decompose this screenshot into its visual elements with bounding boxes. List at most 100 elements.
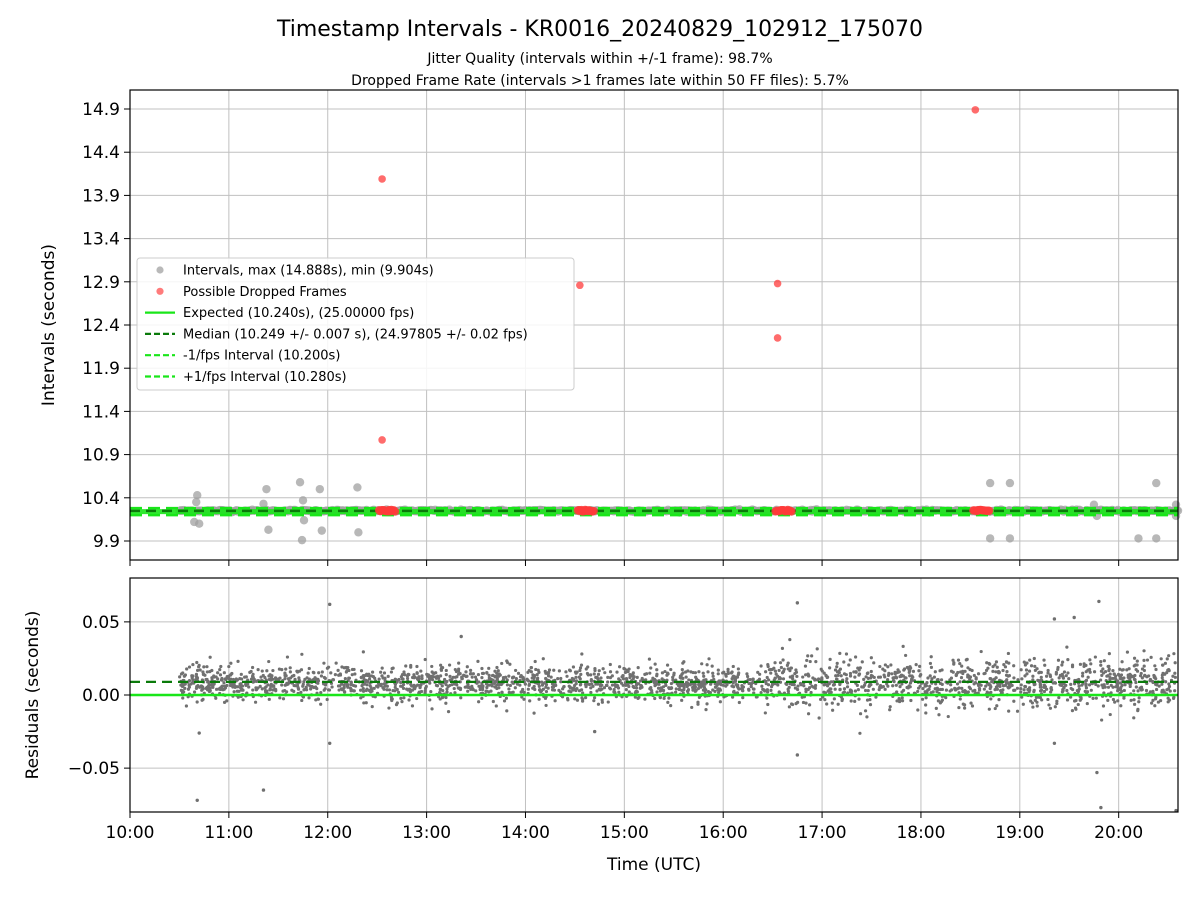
- residual-band-point: [334, 661, 338, 665]
- residual-band-point: [534, 667, 538, 672]
- residual-band-point: [239, 672, 243, 676]
- residual-band-point: [1165, 657, 1169, 661]
- residual-band-point: [430, 664, 434, 669]
- residual-band-point: [445, 690, 449, 694]
- residual-band-point: [946, 714, 950, 719]
- residual-band-point: [716, 688, 720, 692]
- residual-band-point: [522, 690, 526, 694]
- residual-band-point: [389, 670, 394, 674]
- residual-band-point: [934, 706, 938, 710]
- residual-band-point: [776, 674, 780, 678]
- residual-band-point: [181, 696, 185, 700]
- residual-band-point: [594, 682, 598, 686]
- residual-band-point: [790, 676, 795, 681]
- residual-band-point: [537, 684, 541, 688]
- residuals-x-ticks: 10:00 11:00 12:00 13:00 14:00 15:00 16:00 17:00…: [106, 812, 1143, 843]
- x-tick-label-2: 12:00: [303, 823, 352, 843]
- residual-band-point: [1089, 688, 1093, 692]
- residual-band-point: [200, 698, 204, 702]
- residual-band-point: [989, 697, 993, 701]
- residual-band-point: [806, 672, 810, 676]
- residual-band-point: [474, 689, 478, 693]
- residual-band-point: [1164, 680, 1168, 684]
- legend-label-2: Expected (10.240s), (25.00000 fps): [183, 306, 414, 321]
- residual-band-point: [1167, 669, 1171, 673]
- residual-band-point: [462, 673, 466, 677]
- y-tick-label-0: 9.9: [93, 532, 120, 552]
- residual-band-point: [925, 689, 929, 694]
- residual-band-point: [636, 666, 640, 670]
- residual-band-point: [825, 702, 829, 706]
- residual-band-point: [444, 682, 448, 687]
- residual-band-point: [788, 637, 792, 642]
- dropped-point-2: [576, 281, 584, 290]
- residual-band-point: [387, 706, 391, 710]
- y-tick-label-10: 14.9: [82, 100, 120, 120]
- residual-band-point: [417, 675, 421, 679]
- residual-band-point: [1035, 700, 1039, 704]
- residual-band-point: [718, 688, 723, 692]
- residual-band-point: [1085, 690, 1090, 694]
- residual-band-point: [886, 665, 890, 669]
- residual-band-point: [766, 662, 770, 667]
- residual-band-point: [1153, 704, 1157, 708]
- residual-band-point: [1111, 676, 1115, 681]
- residual-band-point: [418, 685, 422, 689]
- residual-band-point: [968, 667, 972, 672]
- chart-title: Timestamp Intervals - KR0016_20240829_10…: [276, 17, 923, 42]
- interval-point-14: [354, 528, 363, 537]
- residual-band-point: [301, 684, 305, 688]
- residual-band-point: [1108, 672, 1112, 676]
- residual-band-point: [1006, 651, 1010, 656]
- residual-band-point: [477, 700, 481, 704]
- residual-band-point: [359, 688, 363, 692]
- residual-band-point: [826, 689, 831, 693]
- residual-band-point: [331, 678, 335, 682]
- residual-band-point: [1173, 689, 1177, 693]
- residual-band-point: [1084, 663, 1088, 667]
- residual-band-point: [194, 672, 199, 676]
- residual-band-point: [200, 688, 204, 692]
- residual-band-point: [439, 663, 443, 667]
- residual-band-point: [737, 700, 741, 705]
- residual-band-point: [1019, 690, 1023, 694]
- residual-band-point: [697, 670, 701, 674]
- residuals-dense-band: [178, 637, 1177, 735]
- residual-band-point: [477, 680, 481, 684]
- residual-band-point: [512, 675, 516, 679]
- residual-band-point: [549, 675, 553, 679]
- residual-band-point: [678, 682, 682, 687]
- residual-band-point: [1163, 661, 1167, 665]
- residual-band-point: [618, 665, 622, 669]
- residual-band-point: [200, 678, 205, 682]
- residual-band-point: [833, 668, 838, 672]
- residual-band-point: [988, 683, 992, 687]
- residual-band-point: [288, 666, 292, 670]
- residual-band-point: [348, 686, 353, 690]
- residual-band-point: [1023, 663, 1027, 667]
- residual-band-point: [197, 685, 202, 689]
- residual-band-point: [987, 707, 991, 711]
- residual-band-point: [830, 701, 834, 705]
- residual-band-point: [285, 690, 289, 694]
- residual-band-point: [735, 684, 739, 688]
- x-tick-label-4: 14:00: [501, 823, 550, 843]
- residual-band-point: [593, 668, 597, 673]
- residual-band-point: [446, 710, 451, 714]
- residual-band-point: [710, 664, 714, 668]
- residual-band-point: [353, 684, 358, 688]
- residual-band-point: [1020, 677, 1024, 681]
- intervals-x-ticks: [129, 560, 1120, 566]
- residual-band-point: [1060, 663, 1064, 667]
- residual-band-point: [238, 683, 243, 687]
- residual-band-point: [840, 698, 844, 703]
- legend-label-5: +1/fps Interval (10.280s): [183, 370, 347, 385]
- residual-band-point: [836, 673, 840, 678]
- residual-band-point: [842, 660, 846, 664]
- residual-band-point: [514, 677, 518, 681]
- residual-band-point: [1012, 699, 1016, 703]
- residual-band-point: [480, 671, 485, 676]
- residual-band-point: [438, 688, 442, 692]
- residual-band-point: [1074, 707, 1078, 711]
- residual-band-point: [206, 680, 210, 684]
